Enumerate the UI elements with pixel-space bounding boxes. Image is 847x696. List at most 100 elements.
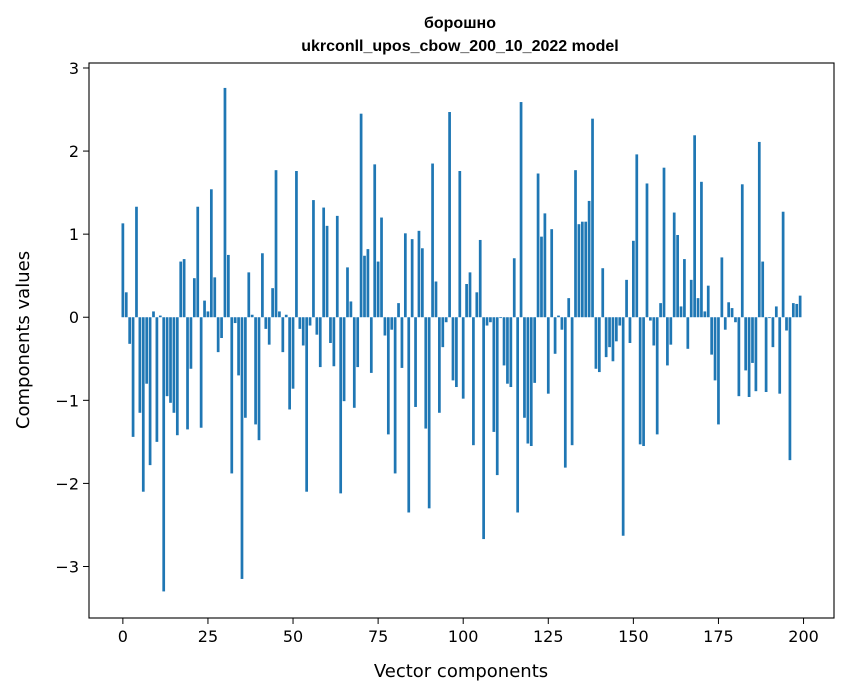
bar-104 <box>475 292 479 318</box>
bar-170 <box>700 181 703 318</box>
bar-140 <box>597 317 601 373</box>
bar-22 <box>196 206 200 318</box>
bar-165 <box>683 259 686 318</box>
bar-82 <box>400 317 404 368</box>
bar-162 <box>672 212 676 318</box>
bar-64 <box>339 317 343 494</box>
bar-83 <box>403 233 407 318</box>
bar-157 <box>655 317 659 435</box>
bar-94 <box>441 317 445 348</box>
bar-138 <box>591 118 594 318</box>
bar-199 <box>798 295 802 318</box>
bar-38 <box>250 314 254 318</box>
bar-26 <box>209 189 213 318</box>
bar-28 <box>216 317 220 353</box>
bar-161 <box>669 317 673 345</box>
bar-188 <box>761 261 765 318</box>
bar-95 <box>444 317 448 323</box>
bar-series <box>121 87 802 592</box>
bar-123 <box>540 236 543 318</box>
bar-67 <box>349 301 353 318</box>
bar-52 <box>298 317 302 329</box>
bar-175 <box>717 317 720 425</box>
bar-57 <box>315 317 319 335</box>
bar-77 <box>383 317 387 336</box>
bar-146 <box>618 317 622 326</box>
bar-107 <box>485 317 489 326</box>
bar-189 <box>764 317 768 393</box>
bar-0 <box>121 223 125 318</box>
bar-106 <box>482 317 485 540</box>
bar-15 <box>172 317 176 413</box>
bar-191 <box>771 317 775 348</box>
bar-96 <box>448 112 451 318</box>
bar-108 <box>489 317 492 323</box>
bar-133 <box>574 170 577 318</box>
chart-subtitle: ukrconll_upos_cbow_200_10_2022 model <box>301 38 618 55</box>
bar-109 <box>492 317 496 432</box>
bar-183 <box>744 317 748 371</box>
bar-1 <box>124 292 128 318</box>
bar-105 <box>478 239 482 318</box>
bar-171 <box>703 311 707 318</box>
x-tick-label: 175 <box>703 627 734 646</box>
bar-24 <box>203 300 206 318</box>
bar-120 <box>529 317 533 447</box>
bar-101 <box>465 284 468 318</box>
x-tick-label: 100 <box>448 627 479 646</box>
bar-37 <box>247 272 251 318</box>
bar-193 <box>778 317 782 394</box>
bar-115 <box>512 258 516 318</box>
bar-92 <box>434 281 438 318</box>
plot-frame <box>88 62 835 619</box>
x-axis-label: Vector components <box>374 661 548 682</box>
bar-60 <box>325 225 329 318</box>
bar-23 <box>199 317 203 428</box>
bar-11 <box>158 315 162 318</box>
bar-19 <box>186 317 189 430</box>
bar-46 <box>278 311 281 318</box>
bar-177 <box>723 317 727 330</box>
bar-132 <box>570 317 574 446</box>
bar-35 <box>240 317 244 579</box>
bar-80 <box>393 317 397 474</box>
bar-103 <box>472 317 475 446</box>
bar-2 <box>128 317 132 344</box>
bar-145 <box>614 317 618 342</box>
bar-56 <box>312 200 315 318</box>
bar-187 <box>757 141 761 318</box>
bar-122 <box>536 173 540 318</box>
y-tick-label: −3 <box>55 557 79 576</box>
bar-41 <box>261 253 264 318</box>
bar-185 <box>751 317 754 363</box>
bar-116 <box>516 317 520 513</box>
bar-110 <box>495 317 499 476</box>
bar-9 <box>152 311 155 318</box>
bar-166 <box>686 317 690 349</box>
bar-136 <box>584 221 588 318</box>
bar-124 <box>543 213 547 318</box>
bar-154 <box>645 183 649 318</box>
bar-79 <box>390 317 394 330</box>
y-tick-label: 1 <box>69 225 79 244</box>
bar-32 <box>230 317 234 474</box>
bar-153 <box>642 317 645 447</box>
bar-12 <box>162 317 166 592</box>
y-axis-label: Components values <box>13 251 34 429</box>
bar-173 <box>710 317 714 355</box>
bar-169 <box>696 298 700 318</box>
bar-190 <box>768 317 771 319</box>
bar-141 <box>601 268 605 318</box>
x-axis: 0 25 50 75 100 125 150 175 200 <box>118 618 819 646</box>
x-tick-label: 200 <box>788 627 819 646</box>
bar-118 <box>523 317 526 418</box>
bar-128 <box>557 315 560 318</box>
bar-137 <box>587 200 591 318</box>
bar-88 <box>420 248 424 318</box>
bar-20 <box>189 317 193 369</box>
bar-69 <box>356 317 360 368</box>
bar-125 <box>546 317 550 394</box>
bar-100 <box>461 317 465 399</box>
bar-8 <box>148 317 152 466</box>
